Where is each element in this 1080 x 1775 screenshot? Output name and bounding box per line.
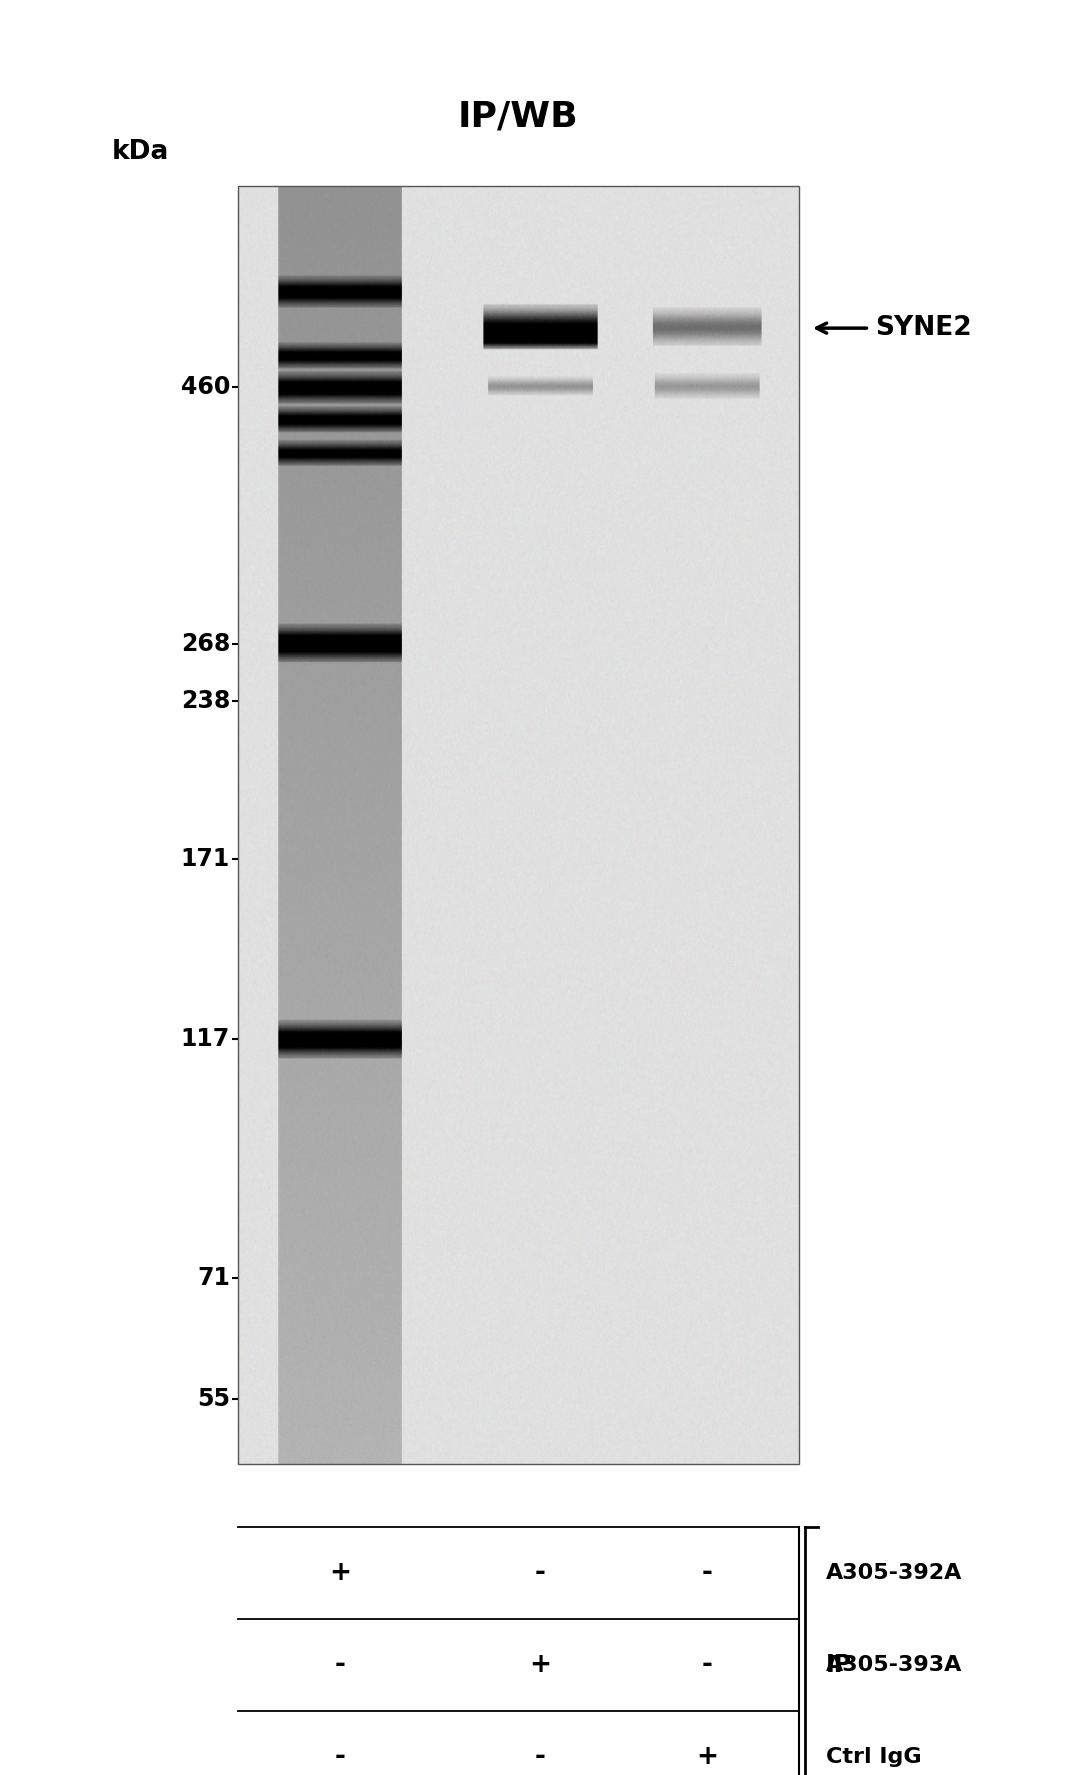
Text: -: - (702, 1653, 713, 1677)
Text: 460: 460 (180, 375, 230, 399)
Text: A305-392A: A305-392A (826, 1562, 962, 1583)
Text: kDa: kDa (111, 138, 170, 165)
Text: 117: 117 (180, 1028, 230, 1051)
Text: +: + (697, 1745, 718, 1770)
Text: 71: 71 (198, 1266, 230, 1290)
Text: 55: 55 (197, 1388, 230, 1411)
Text: IP: IP (826, 1653, 852, 1677)
Text: 268: 268 (180, 632, 230, 657)
Text: Ctrl IgG: Ctrl IgG (826, 1747, 922, 1768)
Text: +: + (329, 1560, 351, 1585)
Text: -: - (702, 1560, 713, 1585)
Text: -: - (335, 1745, 346, 1770)
Text: 238: 238 (180, 689, 230, 714)
Text: 171: 171 (180, 847, 230, 870)
Text: -: - (335, 1653, 346, 1677)
Text: +: + (529, 1653, 551, 1677)
Text: IP/WB: IP/WB (458, 99, 579, 133)
Text: SYNE2: SYNE2 (875, 316, 971, 341)
Text: -: - (535, 1745, 545, 1770)
Text: -: - (535, 1560, 545, 1585)
Bar (238, 186, 799, 1464)
Text: A305-393A: A305-393A (826, 1654, 962, 1676)
